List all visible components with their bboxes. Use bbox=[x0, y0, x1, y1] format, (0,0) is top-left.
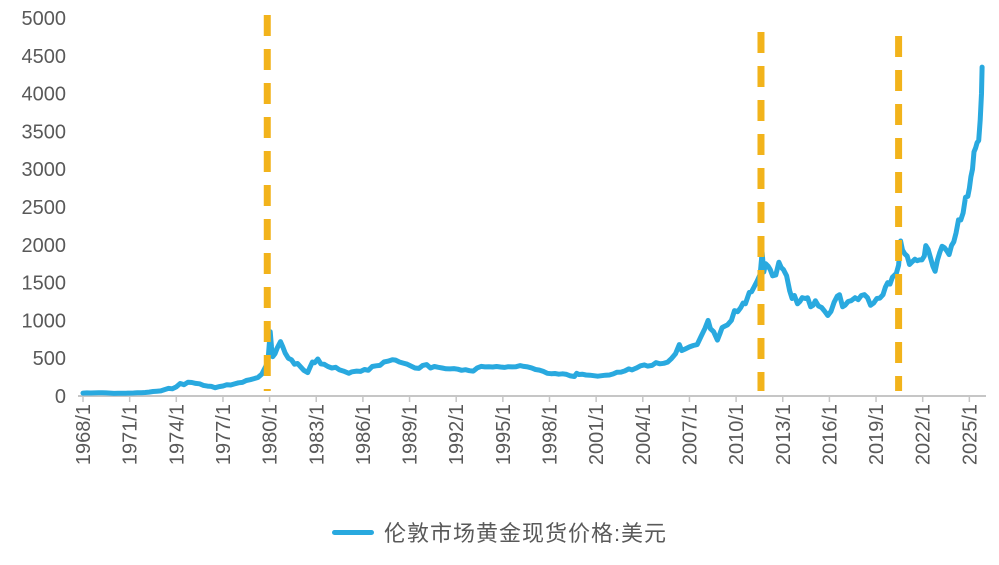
x-axis-tick-label: 1977/1 bbox=[213, 404, 235, 465]
x-axis-tick-label: 2016/1 bbox=[819, 404, 841, 465]
gold-price-line bbox=[80, 64, 985, 396]
y-axis-tick-label: 1000 bbox=[22, 310, 67, 332]
legend-line-swatch bbox=[331, 529, 374, 535]
x-axis-tick-label: 2001/1 bbox=[586, 404, 608, 465]
x-axis-tick-label: 2007/1 bbox=[679, 404, 701, 465]
y-axis-tick-label: 2500 bbox=[22, 197, 67, 219]
x-axis-tick-label: 1980/1 bbox=[260, 404, 282, 465]
y-axis-tick-label: 5000 bbox=[22, 8, 67, 30]
y-axis-tick-label: 0 bbox=[55, 386, 66, 408]
y-axis-tick-label: 3500 bbox=[22, 121, 67, 143]
x-axis-tick-label: 2022/1 bbox=[913, 404, 935, 465]
y-axis-tick-label: 500 bbox=[33, 348, 66, 370]
y-axis-tick-label: 2000 bbox=[22, 235, 67, 257]
x-axis-tick-label: 2019/1 bbox=[866, 404, 888, 465]
x-axis-tick-label: 1974/1 bbox=[166, 404, 188, 465]
x-axis-tick-label: 1989/1 bbox=[400, 404, 422, 465]
x-axis-tick-label: 1971/1 bbox=[120, 404, 142, 465]
x-axis-tick-label: 1992/1 bbox=[446, 404, 468, 465]
x-axis-tick-label: 1986/1 bbox=[353, 404, 375, 465]
x-axis-tick-label: 2025/1 bbox=[959, 404, 981, 465]
x-axis-tick-label: 1983/1 bbox=[306, 404, 328, 465]
y-axis-tick-label: 4500 bbox=[22, 46, 67, 68]
legend-series-label: 伦敦市场黄金现货价格:美元 bbox=[383, 521, 668, 546]
y-axis-tick-label: 3000 bbox=[22, 159, 67, 181]
x-axis-tick-label: 1998/1 bbox=[540, 404, 562, 465]
x-axis-tick-label: 2013/1 bbox=[773, 404, 795, 465]
chart-plot-area: 0 500 1000 1500 2000 2500 3000 3500 4000 4500 5000… bbox=[22, 8, 986, 465]
x-axis-tick-label: 2004/1 bbox=[633, 404, 655, 465]
x-axis-tick-label: 2010/1 bbox=[726, 404, 748, 465]
y-axis-tick-label: 1500 bbox=[22, 273, 67, 295]
chart-legend: 伦敦市场黄金现货价格:美元 bbox=[0, 516, 999, 548]
x-axis-tick-label: 1995/1 bbox=[493, 404, 515, 465]
y-axis-tick-label: 4000 bbox=[22, 84, 67, 106]
x-axis-tick-label: 1968/1 bbox=[73, 404, 95, 465]
